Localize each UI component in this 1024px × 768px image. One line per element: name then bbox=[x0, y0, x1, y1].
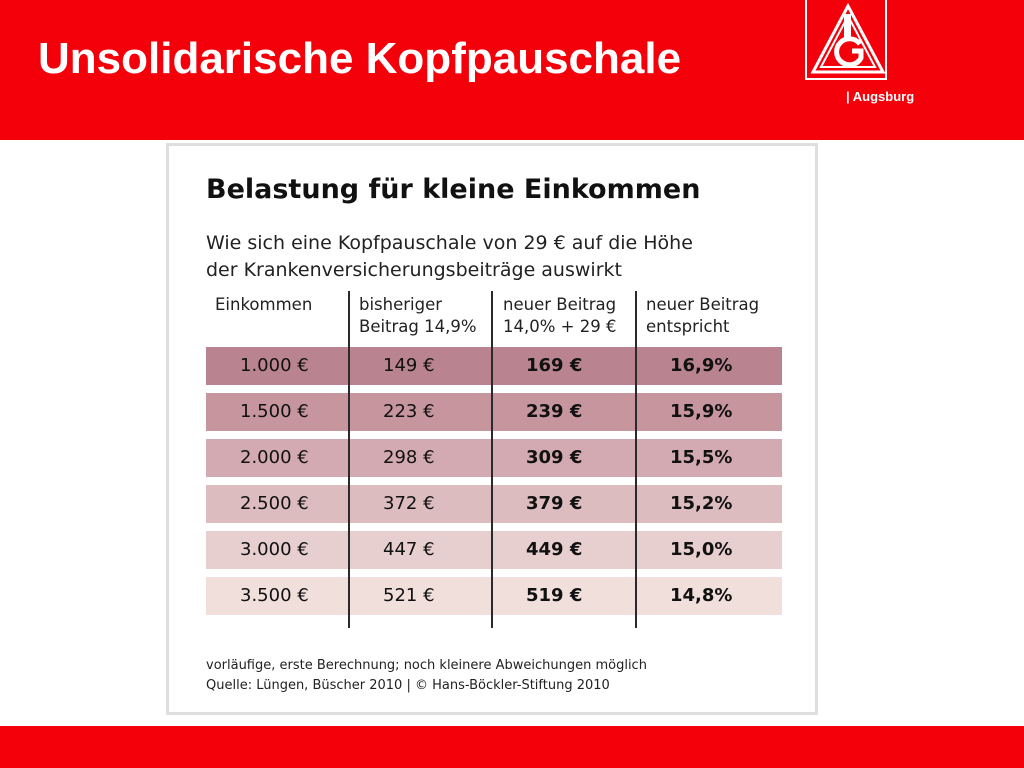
cell-old-contribution: 372 € bbox=[383, 493, 435, 514]
column-divider bbox=[491, 291, 493, 628]
header-bar: Unsolidarische Kopfpauschale | Augsburg bbox=[0, 0, 1024, 140]
chart-card: Belastung für kleine Einkommen Wie sich … bbox=[166, 143, 818, 715]
cell-new-contribution: 309 € bbox=[526, 447, 583, 468]
table-row: 2.500 € 372 € 379 € 15,2% bbox=[206, 485, 782, 523]
cell-equivalent-rate: 15,2% bbox=[670, 493, 733, 514]
cell-new-contribution: 169 € bbox=[526, 355, 583, 376]
cell-new-contribution: 239 € bbox=[526, 401, 583, 422]
column-header-line: Einkommen bbox=[215, 295, 313, 314]
column-header-old-contribution: bisheriger Beitrag 14,9% bbox=[359, 294, 477, 338]
cell-equivalent-rate: 15,0% bbox=[670, 539, 733, 560]
footer-bar bbox=[0, 726, 1024, 768]
ig-metall-logo-icon bbox=[805, 0, 887, 80]
cell-equivalent-rate: 16,9% bbox=[670, 355, 733, 376]
cell-income: 3.000 € bbox=[240, 539, 309, 560]
table-row: 2.000 € 298 € 309 € 15,5% bbox=[206, 439, 782, 477]
table-body: 1.000 €149 €169 €16,9% 1.500 €223 €239 €1… bbox=[206, 146, 782, 718]
table-row: 3.500 € 521 € 519 € 14,8% bbox=[206, 577, 782, 615]
chart-subtitle: Wie sich eine Kopfpauschale von 29 € auf… bbox=[206, 230, 766, 284]
cell-income: 2.000 € bbox=[240, 447, 309, 468]
column-header-new-contribution: neuer Beitrag 14,0% + 29 € bbox=[503, 294, 616, 338]
column-header-line: bisheriger bbox=[359, 295, 443, 314]
table-row: 3.000 € 447 € 449 € 15,0% bbox=[206, 531, 782, 569]
column-header-line: neuer Beitrag bbox=[646, 295, 760, 314]
cell-new-contribution: 379 € bbox=[526, 493, 583, 514]
chart-subtitle-line: Wie sich eine Kopfpauschale von 29 € auf… bbox=[206, 232, 693, 254]
cell-income: 2.500 € bbox=[240, 493, 309, 514]
slide-title: Unsolidarische Kopfpauschale bbox=[38, 34, 682, 83]
table-row: 1.000 € 149 € 169 € 16,9% bbox=[206, 347, 782, 385]
column-header-line: 14,0% + 29 € bbox=[503, 317, 617, 336]
cell-new-contribution: 519 € bbox=[526, 585, 583, 606]
subbrand-label: | Augsburg bbox=[846, 89, 915, 104]
column-header-line: neuer Beitrag bbox=[503, 295, 617, 314]
cell-old-contribution: 149 € bbox=[383, 355, 435, 376]
cell-income: 1.500 € bbox=[240, 401, 309, 422]
cell-income: 3.500 € bbox=[240, 585, 309, 606]
column-divider bbox=[635, 291, 637, 628]
column-divider bbox=[348, 291, 350, 628]
cell-old-contribution: 521 € bbox=[383, 585, 435, 606]
cell-old-contribution: 447 € bbox=[383, 539, 435, 560]
cell-income: 1.000 € bbox=[240, 355, 309, 376]
column-header-line: entspricht bbox=[646, 317, 730, 336]
cell-equivalent-rate: 14,8% bbox=[670, 585, 733, 606]
cell-old-contribution: 223 € bbox=[383, 401, 435, 422]
column-header-income: Einkommen bbox=[215, 294, 312, 316]
column-header-equivalent-rate: neuer Beitrag entspricht bbox=[646, 294, 759, 338]
chart-subtitle-line: der Krankenversicherungsbeiträge auswirk… bbox=[206, 259, 622, 281]
cell-equivalent-rate: 15,9% bbox=[670, 401, 733, 422]
footnote-line: vorläufige, erste Berechnung; noch klein… bbox=[206, 658, 647, 673]
column-header-line: Beitrag 14,9% bbox=[359, 317, 477, 336]
cell-new-contribution: 449 € bbox=[526, 539, 583, 560]
table-row: 1.500 € 223 € 239 € 15,9% bbox=[206, 393, 782, 431]
cell-old-contribution: 298 € bbox=[383, 447, 435, 468]
cell-equivalent-rate: 15,5% bbox=[670, 447, 733, 468]
chart-title: Belastung für kleine Einkommen bbox=[206, 174, 701, 205]
footnotes: vorläufige, erste Berechnung; noch klein… bbox=[206, 656, 647, 696]
footnote-line: Quelle: Lüngen, Büscher 2010 | © Hans-Bö… bbox=[206, 678, 610, 693]
